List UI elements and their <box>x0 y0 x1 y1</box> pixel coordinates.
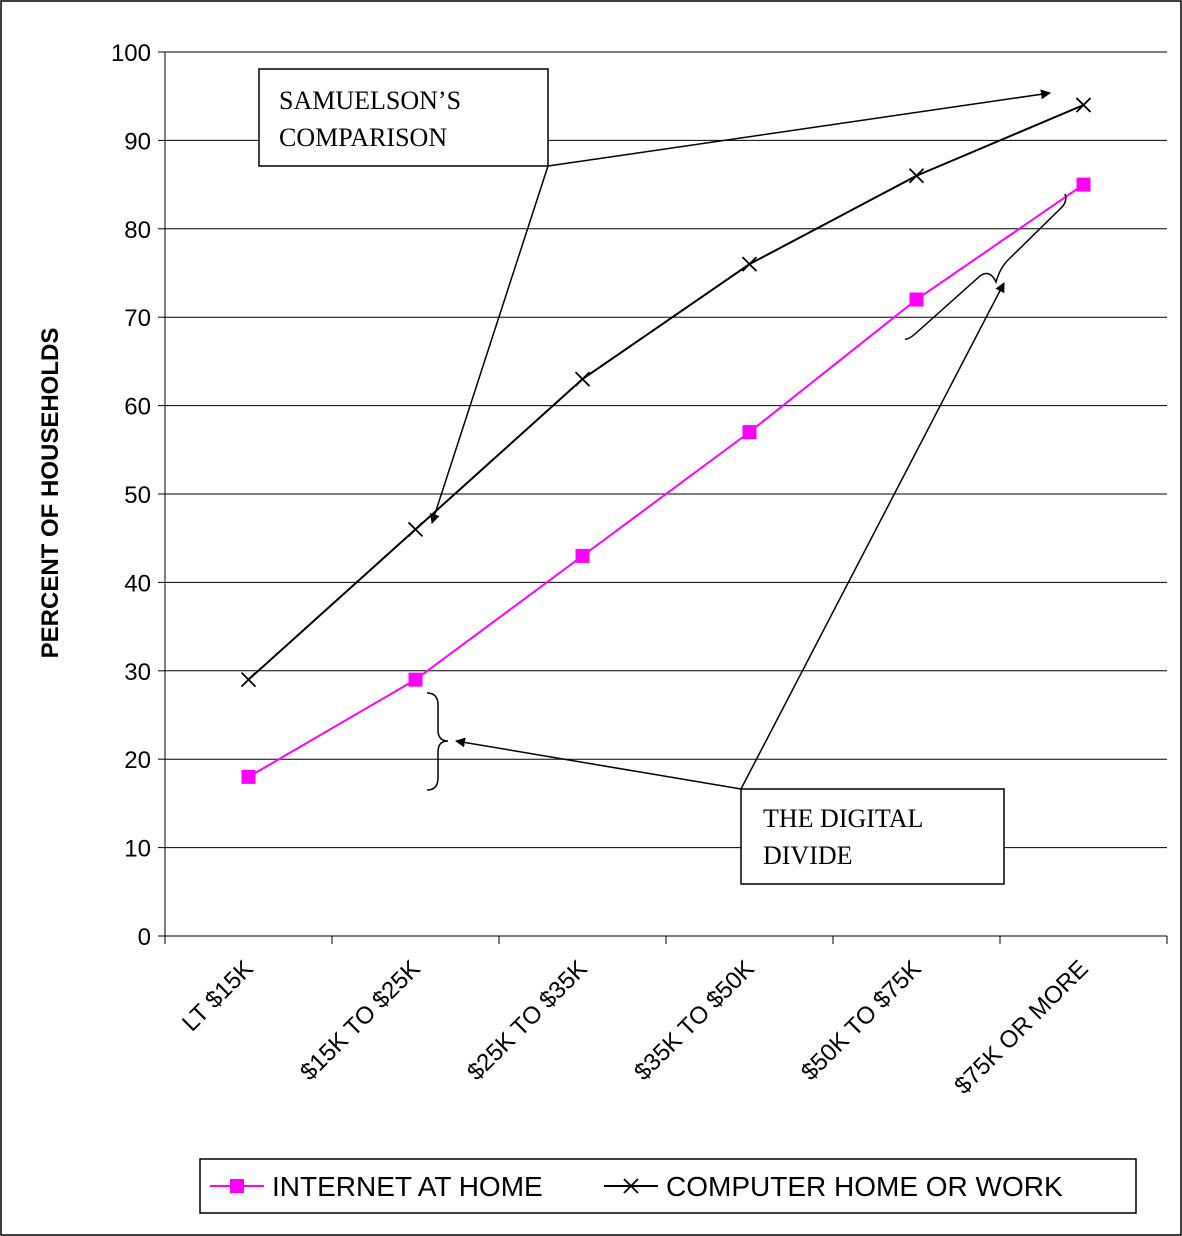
data-point <box>908 168 925 184</box>
data-point <box>741 256 758 272</box>
series-layer <box>240 97 1092 784</box>
annotation-text-samuelson-2: COMPARISON <box>279 123 447 152</box>
y-tick-labels: 0 10 20 30 40 50 60 70 80 90 100 <box>111 40 151 951</box>
brace-right <box>904 193 1067 340</box>
legend-label-computer: COMPUTER HOME OR WORK <box>666 1171 1063 1202</box>
y-tick-label: 40 <box>124 570 151 597</box>
data-point <box>1075 97 1092 113</box>
y-tick-label: 100 <box>111 40 151 67</box>
annotation-text-divide-2: DIVIDE <box>763 841 853 870</box>
data-point <box>407 521 424 537</box>
data-point <box>742 425 757 440</box>
legend: INTERNET AT HOME COMPUTER HOME OR WORK <box>199 1158 1137 1214</box>
y-tick-label: 50 <box>124 482 151 509</box>
brace-left <box>426 692 449 791</box>
data-point <box>241 769 256 784</box>
axes <box>158 51 1168 944</box>
series-line-computer-home-or-work <box>247 104 1084 681</box>
data-point <box>408 672 423 687</box>
y-tick-label: 90 <box>124 128 151 155</box>
annotation-arrow-samuelson-low <box>430 165 549 524</box>
y-tick-label: 70 <box>124 305 151 332</box>
legend-marker-internet <box>230 1179 244 1193</box>
y-tick-label: 10 <box>124 836 151 863</box>
y-tick-label: 30 <box>124 659 151 686</box>
annotation-text-samuelson-1: SAMUELSON’S <box>279 86 461 115</box>
data-point <box>1076 177 1091 192</box>
legend-label-internet: INTERNET AT HOME <box>272 1171 543 1202</box>
annotation-text-divide-1: THE DIGITAL <box>763 804 923 833</box>
annotation-box-samuelson <box>258 68 549 167</box>
series-line-internet-at-home <box>247 183 1085 778</box>
annotation-box-digital-divide <box>740 788 1005 885</box>
data-point <box>575 548 590 563</box>
data-point <box>574 371 591 387</box>
y-tick-label: 60 <box>124 394 151 421</box>
annotation-samuelson: SAMUELSON’S COMPARISON <box>258 68 1051 524</box>
annotation-arrow-samuelson-top <box>547 89 1051 167</box>
data-point <box>240 672 257 688</box>
y-axis-title: PERCENT OF HOUSEHOLDS <box>37 328 64 659</box>
y-tick-label: 0 <box>138 924 151 951</box>
legend-marker-computer <box>623 1178 639 1194</box>
y-tick-label: 20 <box>124 747 151 774</box>
data-point <box>909 292 924 307</box>
legend-box <box>199 1158 1137 1214</box>
annotation-digital-divide: THE DIGITAL DIVIDE <box>426 193 1067 885</box>
y-tick-label: 80 <box>124 217 151 244</box>
annotation-arrow-divide-left <box>455 737 742 790</box>
annotation-arrow-divide-right <box>740 282 1005 790</box>
